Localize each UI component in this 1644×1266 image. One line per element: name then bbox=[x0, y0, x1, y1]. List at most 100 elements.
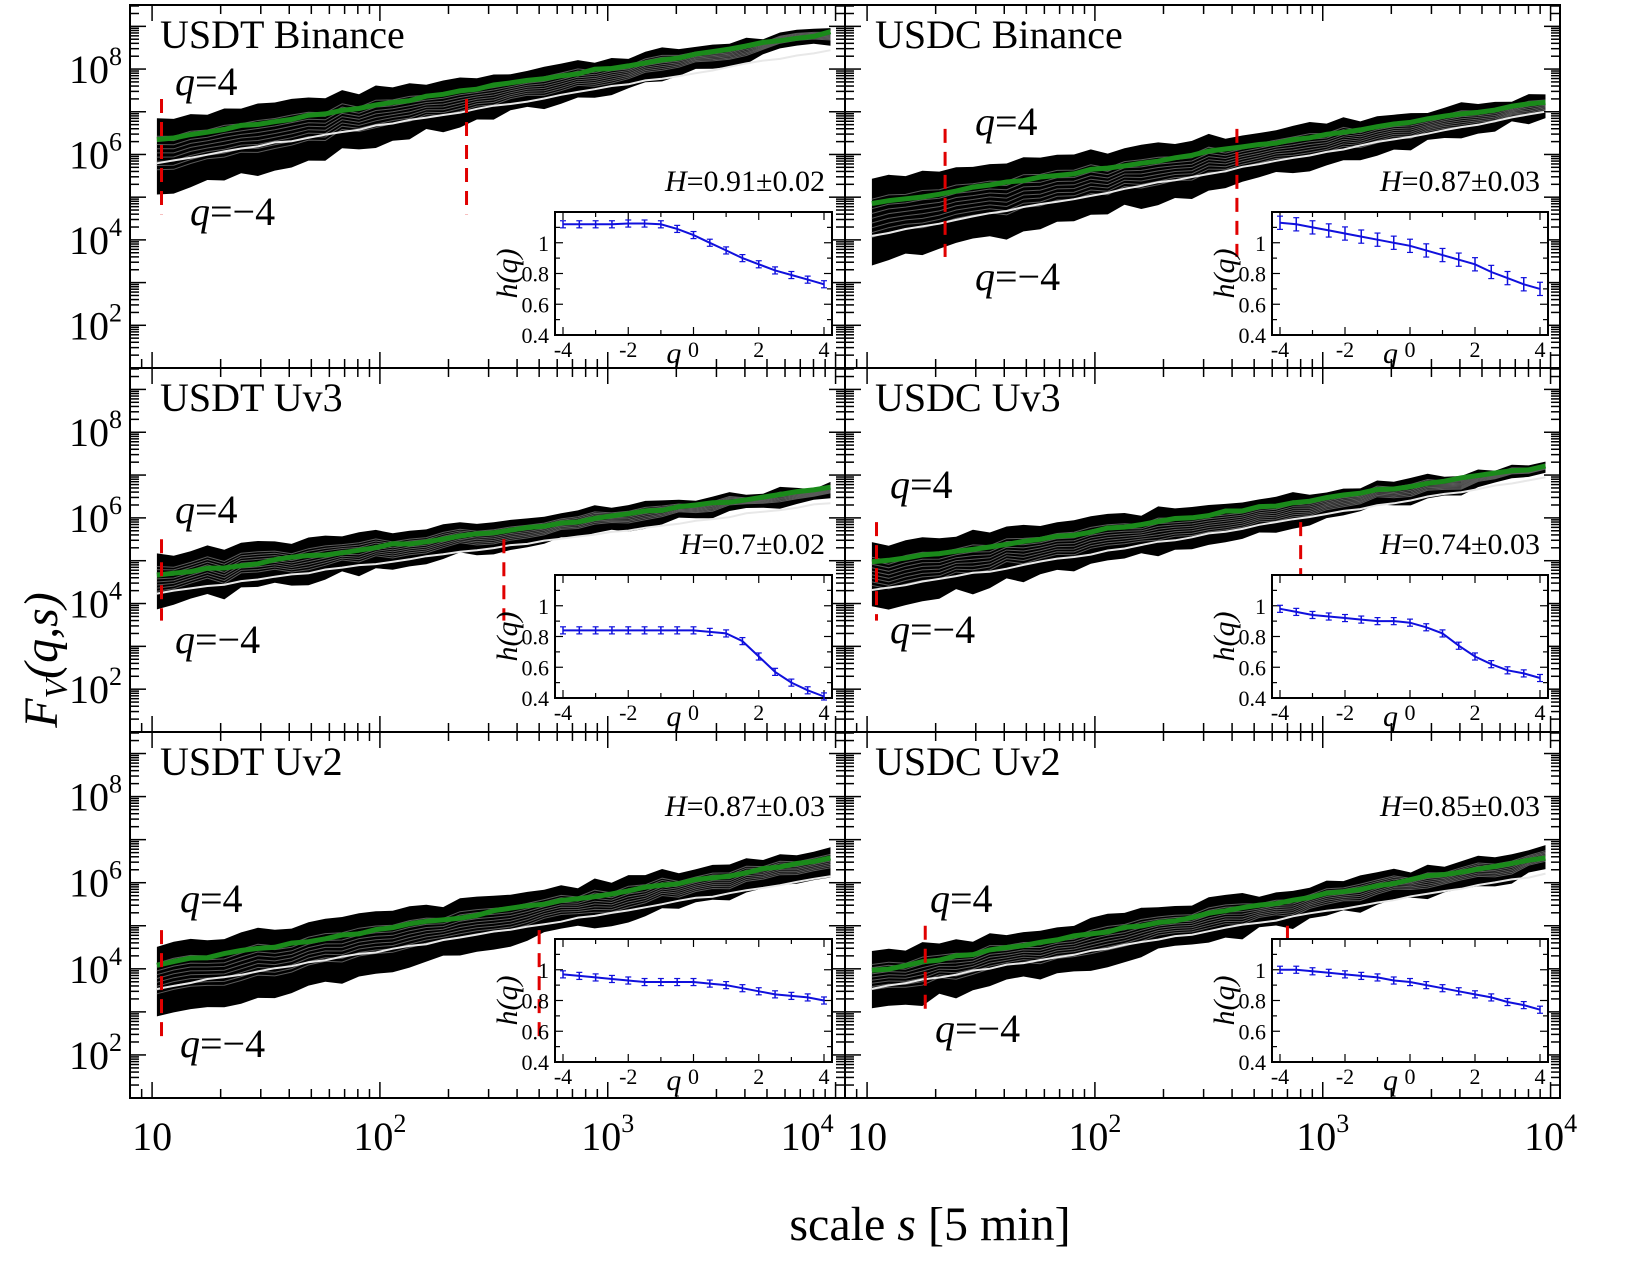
inset-x-tick-label: -4 bbox=[1271, 337, 1289, 362]
inset-x-tick-label: -2 bbox=[619, 337, 637, 362]
fq-curve bbox=[871, 104, 1546, 219]
y-tick-label: 108 bbox=[69, 770, 122, 820]
inset-x-tick-label: 0 bbox=[688, 700, 699, 725]
panel-title: USDT Uv2 bbox=[160, 739, 343, 784]
fq-curve bbox=[156, 860, 831, 979]
fq-curve bbox=[156, 35, 831, 154]
inset-y-tick-label: 0.8 bbox=[522, 989, 550, 1014]
svg-text:FV(q,s): FV(q,s) bbox=[15, 592, 74, 729]
y-tick-label: 104 bbox=[69, 213, 122, 263]
y-tick-label: 102 bbox=[69, 662, 122, 712]
inset-x-label: q bbox=[1383, 700, 1398, 733]
q-high-label: q=4 bbox=[175, 487, 238, 532]
x-label-prefix: scale bbox=[789, 1198, 897, 1251]
inset-y-tick-label: 0.8 bbox=[1239, 989, 1267, 1014]
panel-title: USDC Uv2 bbox=[875, 739, 1061, 784]
inset-y-tick-label: 0.4 bbox=[522, 323, 550, 348]
fq-curve bbox=[871, 860, 1546, 991]
inset-x-tick-label: 4 bbox=[1535, 1064, 1546, 1089]
fq-curve-q2 bbox=[156, 49, 831, 165]
fq-curve-q2 bbox=[156, 875, 831, 990]
inset-x-tick-label: 2 bbox=[753, 700, 764, 725]
y-tick-label: 102 bbox=[69, 1028, 122, 1078]
q-high-label: q=4 bbox=[930, 876, 993, 921]
fq-curve bbox=[156, 863, 831, 987]
x-tick-label: 102 bbox=[1068, 1109, 1121, 1159]
y-label-sub: V bbox=[38, 675, 74, 698]
fq-curve-green bbox=[156, 484, 831, 578]
inset-y-tick-label: 1 bbox=[1255, 594, 1266, 619]
q-high-label: q=4 bbox=[975, 99, 1038, 144]
fq-curve bbox=[156, 485, 831, 568]
inset-y-label: h(q) bbox=[491, 249, 524, 299]
inset-x-label: q bbox=[666, 700, 681, 733]
hurst-value: H=0.87±0.03 bbox=[1379, 165, 1540, 198]
inset-x-label: q bbox=[1383, 337, 1398, 370]
fq-curve bbox=[871, 467, 1546, 583]
y-tick-label: 108 bbox=[69, 42, 122, 92]
inset-x-tick-label: 2 bbox=[753, 1064, 764, 1089]
fq-curve bbox=[156, 865, 831, 991]
fq-curve-q2 bbox=[871, 872, 1546, 990]
fq-curve bbox=[871, 107, 1546, 229]
x-tick-label: 103 bbox=[581, 1109, 634, 1159]
inset-y-tick-label: 0.6 bbox=[1239, 1019, 1267, 1044]
inset-frame bbox=[554, 211, 833, 336]
x-label-unit: [5 min] bbox=[916, 1198, 1071, 1251]
fq-curve bbox=[871, 855, 1546, 978]
inset-x-tick-label: -2 bbox=[1336, 1064, 1354, 1089]
panel-title: USDC Uv3 bbox=[875, 375, 1061, 420]
inset-y-tick-label: 0.4 bbox=[1239, 1050, 1267, 1075]
fq-curve bbox=[156, 35, 831, 158]
inset-x-tick-label: -2 bbox=[619, 700, 637, 725]
x-label-var: s bbox=[897, 1198, 916, 1251]
inset-hq: -4 -2 0 2 4 0.4 0.6 0.8 1 q h(q) bbox=[491, 211, 833, 370]
y-tick-label: 106 bbox=[69, 127, 122, 177]
y-tick-label: 106 bbox=[69, 491, 122, 541]
inset-y-tick-label: 0.8 bbox=[522, 625, 550, 650]
inset-y-tick-label: 0.6 bbox=[522, 655, 550, 680]
fq-curve-q2 bbox=[871, 110, 1546, 237]
inset-hq: -4 -2 0 2 4 0.4 0.6 0.8 1 q h(q) bbox=[491, 938, 833, 1097]
fq-curve bbox=[156, 37, 831, 166]
inset-x-tick-label: 0 bbox=[688, 337, 699, 362]
inset-x-tick-label: 4 bbox=[1535, 337, 1546, 362]
fq-curve bbox=[871, 856, 1546, 981]
fq-curve bbox=[156, 490, 831, 586]
inset-x-tick-label: -4 bbox=[1271, 700, 1289, 725]
inset-x-tick-label: 0 bbox=[688, 1064, 699, 1089]
inset-y-label: h(q) bbox=[1208, 249, 1241, 299]
x-axis-label: scale s [5 min] bbox=[789, 1198, 1070, 1251]
inset-x-tick-label: -4 bbox=[1271, 1064, 1289, 1089]
inset-y-tick-label: 1 bbox=[538, 594, 549, 619]
panel-title: USDT Binance bbox=[160, 12, 405, 57]
fq-band bbox=[871, 461, 1546, 610]
fq-curve bbox=[871, 468, 1546, 586]
inset-hq: -4 -2 0 2 4 0.4 0.6 0.8 1 q h(q) bbox=[491, 574, 833, 733]
fq-curve-q2 bbox=[156, 502, 831, 595]
inset-x-tick-label: 2 bbox=[1470, 1064, 1481, 1089]
fq-curve bbox=[871, 108, 1546, 234]
inset-y-tick-label: 0.4 bbox=[522, 1050, 550, 1075]
inset-x-label: q bbox=[666, 337, 681, 370]
y-label-args: (q,s) bbox=[15, 592, 68, 679]
fq-band bbox=[871, 94, 1546, 266]
inset-x-tick-label: -2 bbox=[619, 1064, 637, 1089]
inset-y-label: h(q) bbox=[491, 612, 524, 662]
inset-hq: -4 -2 0 2 4 0.4 0.6 0.8 1 q h(q) bbox=[1208, 211, 1549, 370]
inset-x-tick-label: -4 bbox=[554, 337, 572, 362]
inset-y-tick-label: 0.6 bbox=[522, 1019, 550, 1044]
inset-frame bbox=[1271, 574, 1549, 699]
q-low-label: q=−4 bbox=[890, 607, 975, 652]
fq-curve bbox=[156, 34, 831, 150]
hurst-value: H=0.74±0.03 bbox=[1379, 528, 1540, 561]
inset-y-label: h(q) bbox=[1208, 976, 1241, 1026]
inset-y-label: h(q) bbox=[1208, 612, 1241, 662]
inset-x-label: q bbox=[666, 1064, 681, 1097]
inset-y-tick-label: 1 bbox=[1255, 958, 1266, 983]
hurst-value: H=0.85±0.03 bbox=[1379, 790, 1540, 823]
inset-x-tick-label: 4 bbox=[819, 1064, 830, 1089]
